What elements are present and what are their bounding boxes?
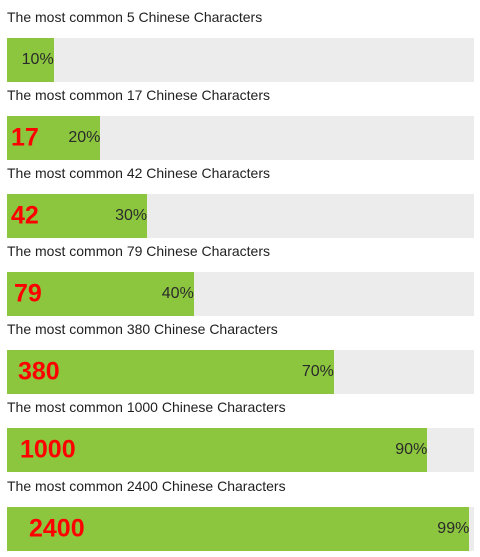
percent-label: 99% [437, 520, 470, 537]
progress-row-5: The most common 5 Chinese Characters 10% [0, 8, 480, 86]
progress-track: 2400 99% [7, 507, 474, 551]
row-label: The most common 2400 Chinese Characters [7, 478, 286, 494]
row-label: The most common 380 Chinese Characters [7, 321, 278, 337]
count-label: 380 [18, 357, 60, 386]
progress-track: 42 30% [7, 194, 474, 238]
percent-label: 10% [21, 51, 54, 68]
progress-row-79: The most common 79 Chinese Characters 79… [0, 242, 480, 320]
progress-track: 17 20% [7, 116, 474, 160]
count-label: 17 [11, 123, 39, 152]
progress-row-2400: The most common 2400 Chinese Characters … [0, 477, 480, 555]
count-label: 1000 [20, 435, 76, 464]
count-label: 79 [14, 279, 42, 308]
row-label: The most common 79 Chinese Characters [7, 243, 270, 259]
progress-track: 79 40% [7, 272, 474, 316]
percent-label: 40% [161, 285, 194, 302]
progress-fill: 42 30% [7, 194, 148, 238]
progress-row-380: The most common 380 Chinese Characters 3… [0, 320, 480, 398]
row-label: The most common 1000 Chinese Characters [7, 399, 286, 415]
row-label: The most common 17 Chinese Characters [7, 87, 270, 103]
progress-fill: 79 40% [7, 272, 194, 316]
progress-fill: 10% [7, 38, 54, 82]
progress-fill: 1000 90% [7, 428, 428, 472]
progress-track: 1000 90% [7, 428, 474, 472]
progress-fill: 380 70% [7, 350, 334, 394]
progress-fill: 17 20% [7, 116, 101, 160]
progress-track: 380 70% [7, 350, 474, 394]
percent-label: 90% [395, 441, 428, 458]
percent-label: 30% [115, 207, 148, 224]
count-label: 2400 [29, 514, 85, 543]
progress-fill: 2400 99% [7, 507, 470, 551]
progress-track: 10% [7, 38, 474, 82]
row-label: The most common 5 Chinese Characters [7, 9, 263, 25]
count-label: 42 [11, 201, 39, 230]
percent-label: 20% [68, 129, 101, 146]
progress-row-17: The most common 17 Chinese Characters 17… [0, 86, 480, 164]
progress-row-1000: The most common 1000 Chinese Characters … [0, 398, 480, 476]
progress-row-42: The most common 42 Chinese Characters 42… [0, 164, 480, 242]
percent-label: 70% [301, 363, 334, 380]
row-label: The most common 42 Chinese Characters [7, 165, 270, 181]
